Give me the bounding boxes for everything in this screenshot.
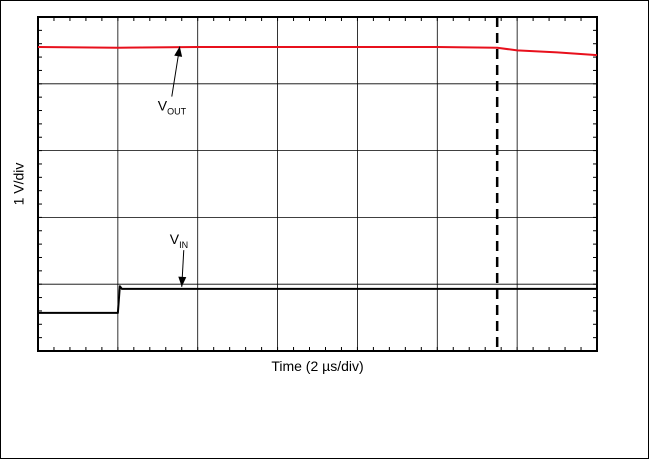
annotations: VOUT VIN (158, 46, 188, 287)
series-line-in (38, 285, 597, 314)
plot-border (37, 16, 598, 352)
annotation-arrow-head (174, 46, 183, 57)
x-axis-label: Time (2 µs/div) (271, 358, 363, 374)
series-line-out (37, 46, 598, 57)
series-group (37, 46, 598, 314)
series-label-in: VIN (170, 231, 188, 250)
y-axis-label: 1 V/div (11, 163, 27, 206)
annotation-arrow-head (178, 276, 187, 287)
minor-ticks (37, 16, 598, 352)
grid (38, 17, 597, 351)
series-label-out: VOUT (158, 98, 187, 117)
